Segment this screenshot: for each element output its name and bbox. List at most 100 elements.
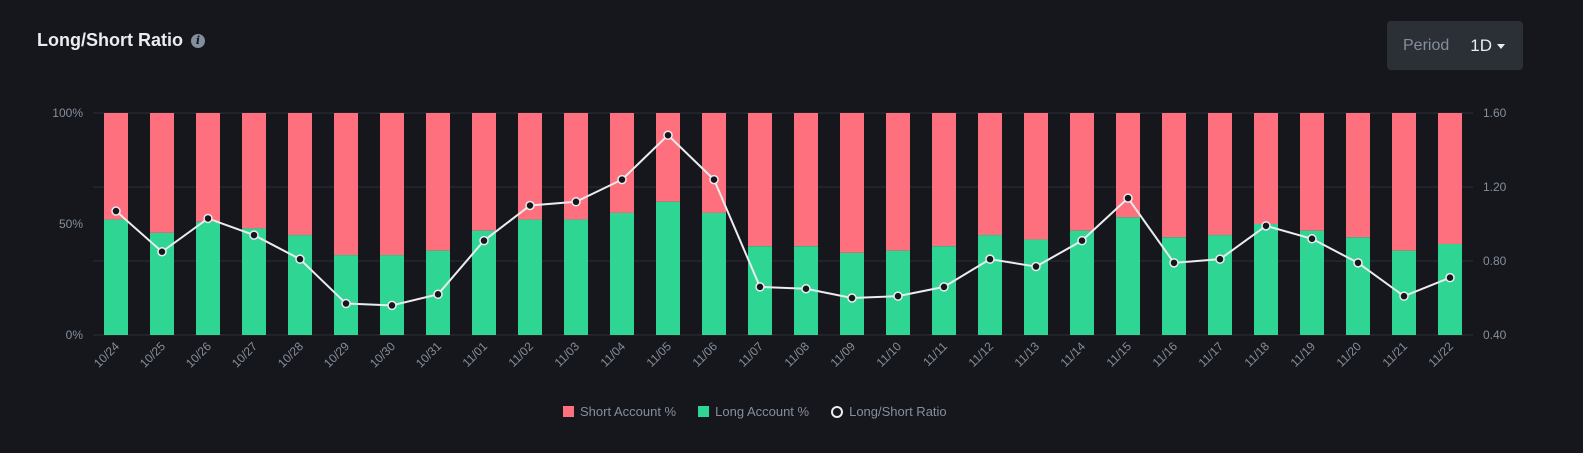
long-bar bbox=[564, 219, 588, 335]
right-axis-tick: 0.80 bbox=[1483, 254, 1507, 268]
x-axis-tick: 11/05 bbox=[644, 339, 675, 370]
ratio-point bbox=[571, 197, 581, 207]
short-bar bbox=[748, 113, 772, 247]
long-bar bbox=[978, 235, 1002, 335]
ratio-line bbox=[115, 133, 1451, 307]
ratio-point bbox=[1353, 258, 1363, 268]
x-axis-tick: 10/27 bbox=[229, 339, 260, 370]
x-axis-tick: 10/31 bbox=[413, 339, 444, 370]
x-axis-tick: 11/01 bbox=[460, 339, 491, 370]
long-bar bbox=[1438, 243, 1462, 335]
ratio-point bbox=[1215, 254, 1225, 264]
ratio-point bbox=[295, 254, 305, 264]
long-bar bbox=[1208, 235, 1232, 335]
right-axis-tick: 0.40 bbox=[1483, 328, 1507, 342]
ratio-point bbox=[847, 293, 857, 303]
long-bar bbox=[104, 219, 128, 335]
ratio-point bbox=[1307, 234, 1317, 244]
long-bar bbox=[1254, 224, 1278, 335]
x-axis-tick: 11/13 bbox=[1012, 339, 1043, 370]
ratio-point bbox=[387, 300, 397, 311]
legend-item-ratio[interactable]: Long/Short Ratio bbox=[831, 404, 947, 419]
short-bar bbox=[1300, 113, 1324, 231]
legend-label-ratio: Long/Short Ratio bbox=[849, 404, 947, 419]
x-axis-tick: 10/28 bbox=[275, 339, 306, 370]
short-bar bbox=[472, 113, 496, 231]
page-title: Long/Short Ratio bbox=[37, 30, 183, 50]
short-bar bbox=[242, 113, 266, 229]
ratio-point bbox=[1399, 291, 1409, 301]
x-axis-tick: 11/06 bbox=[690, 339, 721, 370]
ratio-point bbox=[709, 174, 719, 185]
right-axis-tick: 1.20 bbox=[1483, 180, 1507, 194]
ratio-point bbox=[1031, 261, 1041, 272]
legend-swatch-short bbox=[563, 406, 574, 417]
ratio-point bbox=[203, 213, 213, 224]
short-bar bbox=[1392, 113, 1416, 251]
short-bar bbox=[1208, 113, 1232, 236]
long-bar bbox=[1162, 237, 1186, 335]
period-selector: Period 1D bbox=[1387, 21, 1523, 70]
short-bar bbox=[104, 113, 128, 220]
x-axis-tick: 11/22 bbox=[1426, 339, 1457, 370]
x-axis-tick: 11/15 bbox=[1104, 339, 1135, 370]
ratio-point bbox=[341, 298, 351, 309]
right-axis-tick: 1.60 bbox=[1483, 106, 1507, 120]
short-bar bbox=[1346, 113, 1370, 238]
ratio-point bbox=[893, 291, 903, 301]
short-bar bbox=[794, 113, 818, 247]
short-bar bbox=[978, 113, 1002, 236]
legend-item-short[interactable]: Short Account % bbox=[563, 404, 676, 419]
ratio-point bbox=[617, 174, 627, 185]
x-axis-tick: 11/19 bbox=[1288, 339, 1319, 370]
x-axis-tick: 11/21 bbox=[1380, 339, 1411, 370]
short-bar bbox=[334, 113, 358, 256]
ratio-point bbox=[1123, 193, 1133, 203]
x-axis-tick: 11/10 bbox=[874, 339, 905, 370]
short-bar bbox=[656, 113, 680, 202]
x-axis-tick: 11/07 bbox=[736, 339, 767, 370]
x-axis-tick: 10/30 bbox=[367, 339, 398, 370]
x-axis-tick: 10/26 bbox=[183, 339, 214, 370]
legend-label-long: Long Account % bbox=[715, 404, 810, 419]
long-bar bbox=[1024, 239, 1048, 335]
ratio-point bbox=[433, 289, 443, 300]
legend-label-short: Short Account % bbox=[580, 404, 677, 419]
long-bar bbox=[702, 212, 726, 335]
x-axis-tick: 11/18 bbox=[1242, 339, 1273, 370]
long-bar bbox=[1116, 217, 1140, 335]
x-axis-tick: 11/02 bbox=[506, 339, 537, 370]
ratio-point bbox=[1445, 272, 1455, 283]
long-bar bbox=[242, 228, 266, 335]
ratio-point bbox=[1077, 235, 1087, 246]
x-axis-tick: 10/29 bbox=[321, 339, 352, 370]
legend-item-long[interactable]: Long Account % bbox=[698, 404, 809, 419]
x-axis-tick: 11/12 bbox=[966, 339, 997, 370]
long-bar bbox=[610, 212, 634, 335]
ratio-point bbox=[525, 200, 535, 211]
short-bar bbox=[426, 113, 450, 251]
x-axis-tick: 11/08 bbox=[782, 339, 813, 370]
short-bar bbox=[380, 113, 404, 256]
x-axis-tick: 11/09 bbox=[828, 339, 859, 370]
period-dropdown[interactable]: 1D bbox=[1470, 36, 1505, 56]
x-axis-tick: 10/25 bbox=[137, 339, 168, 370]
info-icon[interactable]: i bbox=[190, 33, 205, 48]
chevron-down-icon[interactable] bbox=[1496, 44, 1505, 49]
ratio-point bbox=[939, 282, 949, 292]
x-axis-tick: 11/04 bbox=[598, 339, 629, 370]
period-value[interactable]: 1D bbox=[1470, 35, 1492, 55]
short-bar bbox=[610, 113, 634, 213]
ratio-point bbox=[1261, 221, 1271, 231]
legend-swatch-ratio bbox=[831, 405, 844, 418]
x-axis-tick: 10/24 bbox=[91, 339, 122, 370]
long-bar bbox=[288, 235, 312, 335]
short-bar bbox=[196, 113, 220, 222]
x-axis-tick: 11/17 bbox=[1196, 339, 1227, 370]
legend-swatch-long bbox=[698, 406, 710, 417]
x-axis-tick: 11/16 bbox=[1150, 339, 1181, 370]
ratio-point bbox=[755, 282, 765, 292]
x-axis-tick: 11/20 bbox=[1334, 339, 1365, 370]
ratio-point bbox=[1169, 258, 1179, 268]
long-bar bbox=[1346, 237, 1370, 335]
